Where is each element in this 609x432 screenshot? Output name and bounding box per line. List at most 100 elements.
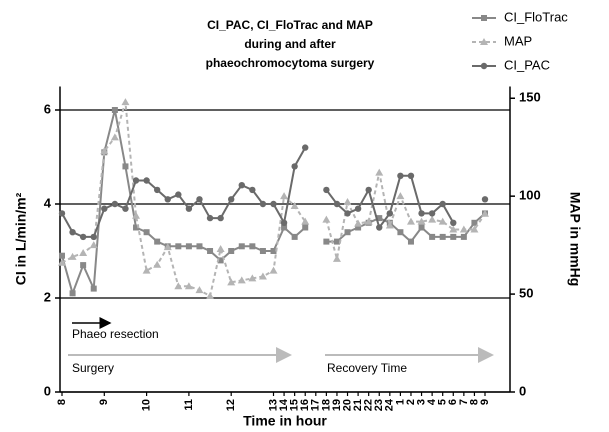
x-tick-label: 8 — [468, 399, 480, 405]
x-tick-label: 2 — [405, 399, 417, 405]
marker — [429, 233, 436, 240]
legend-label: CI_FloTrac — [504, 9, 568, 24]
marker — [480, 38, 488, 45]
marker — [258, 272, 267, 280]
marker — [132, 177, 140, 184]
marker — [79, 233, 87, 241]
x-tick-label: 11 — [183, 399, 195, 411]
marker — [376, 215, 383, 222]
marker — [207, 248, 214, 254]
y2-tick-label: 150 — [519, 90, 541, 105]
chart-title: phaeochromocytoma surgery — [206, 56, 375, 70]
marker — [101, 205, 108, 212]
marker — [302, 224, 309, 231]
x-tick-label: 17 — [310, 399, 322, 411]
marker — [407, 172, 415, 179]
marker — [206, 214, 214, 222]
marker — [58, 210, 66, 217]
marker — [481, 209, 489, 217]
marker — [397, 229, 404, 236]
x-tick-label: 24 — [384, 398, 396, 411]
y-axis-label: CI in L/min/m² — [13, 192, 29, 285]
marker — [142, 266, 151, 274]
marker — [376, 224, 383, 231]
y-tick-label: 2 — [44, 289, 51, 304]
marker — [280, 192, 289, 200]
x-tick-label: 15 — [289, 399, 301, 411]
y-tick-label: 6 — [44, 101, 51, 116]
marker — [396, 192, 405, 200]
y2-axis-label: MAP in mmHg — [567, 192, 583, 287]
marker — [343, 198, 352, 206]
marker — [175, 243, 182, 250]
marker — [418, 210, 425, 217]
marker — [438, 217, 447, 225]
x-tick-label: 18 — [320, 399, 332, 411]
marker — [270, 248, 277, 254]
marker — [111, 200, 119, 208]
chart-title: during and after — [244, 37, 336, 51]
marker — [385, 221, 394, 229]
marker — [238, 182, 245, 189]
marker — [290, 201, 299, 209]
marker — [153, 186, 161, 194]
x-tick-label: 9 — [98, 399, 110, 405]
marker — [344, 210, 351, 217]
marker — [195, 286, 204, 294]
marker — [333, 200, 341, 208]
marker — [58, 258, 66, 266]
marker — [386, 210, 394, 217]
marker — [79, 248, 88, 256]
marker — [460, 233, 467, 240]
x-tick-label: 7 — [458, 399, 470, 405]
y-tick-label: 0 — [44, 383, 51, 398]
marker — [365, 186, 372, 194]
series-line — [61, 101, 486, 298]
x-tick-label: 6 — [447, 399, 459, 405]
marker — [228, 196, 235, 203]
x-tick-label: 13 — [267, 399, 279, 411]
marker — [480, 62, 488, 70]
marker — [450, 219, 457, 226]
marker — [301, 217, 310, 225]
x-tick-label: 5 — [437, 399, 449, 405]
marker — [269, 266, 278, 274]
marker — [143, 229, 150, 236]
marker — [248, 274, 257, 282]
marker — [323, 238, 330, 245]
marker — [449, 225, 458, 233]
x-tick-label: 20 — [341, 399, 353, 411]
marker — [90, 233, 97, 241]
marker — [333, 238, 340, 245]
marker — [249, 243, 256, 250]
marker — [217, 257, 224, 264]
marker — [237, 276, 246, 284]
marker — [364, 217, 373, 225]
marker — [216, 245, 225, 253]
marker — [184, 282, 193, 290]
x-tick-label: 23 — [373, 399, 385, 411]
marker — [418, 224, 425, 231]
marker — [153, 260, 162, 268]
marker — [90, 285, 97, 292]
marker — [428, 215, 437, 223]
marker — [471, 219, 478, 226]
marker — [121, 98, 130, 106]
marker — [481, 196, 489, 203]
marker — [259, 248, 266, 254]
marker — [89, 241, 98, 249]
marker — [122, 163, 129, 170]
marker — [354, 205, 362, 212]
marker — [206, 292, 215, 300]
chart-title: CI_PAC, CI_FloTrac and MAP — [207, 18, 373, 32]
marker — [344, 229, 351, 236]
x-tick-label: 12 — [225, 399, 237, 411]
marker — [111, 107, 118, 113]
marker — [185, 243, 192, 250]
marker — [281, 224, 288, 231]
marker — [175, 191, 182, 198]
annotation: Surgery — [72, 361, 114, 375]
marker — [59, 252, 65, 259]
marker — [69, 290, 76, 297]
marker — [481, 15, 487, 21]
